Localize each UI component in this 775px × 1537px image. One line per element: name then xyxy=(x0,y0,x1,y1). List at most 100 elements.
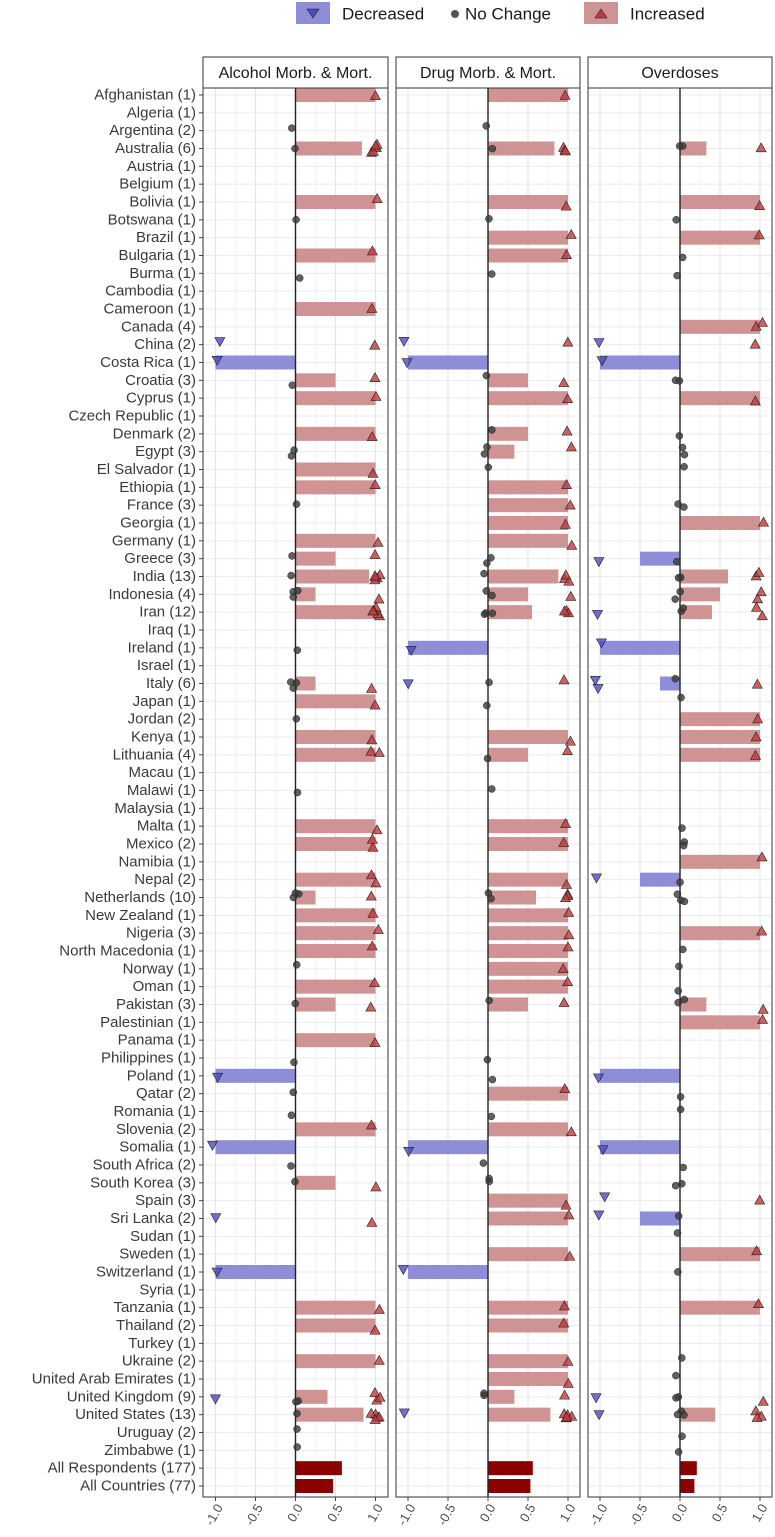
increased-point xyxy=(558,605,570,616)
increased-bar xyxy=(680,1407,716,1422)
increased-point xyxy=(565,1126,577,1137)
no-change-point xyxy=(288,552,296,560)
decreased-point xyxy=(589,676,601,686)
decreased-bar xyxy=(408,1265,488,1279)
row-label: Sri Lanka (2) xyxy=(110,1210,196,1227)
no-change-point xyxy=(675,432,684,440)
row-label: Syria (1) xyxy=(139,1281,196,1298)
increased-point xyxy=(561,1411,573,1422)
row-label: North Macedonia (1) xyxy=(59,943,196,960)
row-label: Malaysia (1) xyxy=(114,800,196,817)
increased-point xyxy=(370,1181,382,1192)
row-label: Uruguay (2) xyxy=(117,1424,196,1441)
increased-point xyxy=(366,940,378,951)
increased-bar xyxy=(488,587,528,602)
increased-point xyxy=(563,575,575,586)
no-change-point xyxy=(678,824,686,832)
no-change-point xyxy=(485,215,493,223)
increased-point xyxy=(372,536,384,547)
x-tick-label: -1.0 xyxy=(586,1501,610,1528)
increased-point xyxy=(369,1324,381,1335)
increased-point xyxy=(752,713,764,724)
increased-point xyxy=(369,89,381,100)
decreased-bar xyxy=(600,1140,680,1155)
increased-point xyxy=(365,869,377,880)
row-label: Germany (1) xyxy=(112,532,196,549)
no-change-point xyxy=(479,1159,488,1167)
decreased-point xyxy=(596,356,608,367)
no-change-point xyxy=(480,569,488,578)
no-change-point xyxy=(677,693,685,702)
x-tick-label: -0.5 xyxy=(434,1501,458,1528)
increased-point xyxy=(562,1355,574,1366)
no-change-point xyxy=(295,274,304,282)
no-change-point xyxy=(487,1112,496,1121)
decreased-point xyxy=(212,1072,224,1083)
decreased-bar xyxy=(215,1140,296,1155)
increased-bar xyxy=(680,230,760,245)
no-change-point xyxy=(680,1411,688,1419)
increased-point xyxy=(369,1386,381,1397)
increased-point xyxy=(374,1391,386,1402)
summary-bar xyxy=(295,1479,334,1493)
row-label: Italy (6) xyxy=(146,675,196,692)
increased-bar xyxy=(295,141,362,156)
increased-bar xyxy=(680,747,760,762)
decreased-point xyxy=(593,1410,605,1421)
decreased-point xyxy=(591,610,604,621)
no-change-point xyxy=(294,586,302,595)
increased-point xyxy=(365,1001,377,1012)
x-tick-label: -0.5 xyxy=(242,1501,266,1528)
row-label: Switzerland (1) xyxy=(96,1264,196,1281)
increased-bar xyxy=(488,1086,568,1101)
increased-bar xyxy=(488,944,568,958)
no-change-point xyxy=(678,142,687,150)
increased-bar xyxy=(488,730,568,744)
decreased-point xyxy=(398,1408,410,1419)
increased-bar xyxy=(488,391,568,406)
row-label: Argentina (2) xyxy=(109,122,196,139)
no-change-point xyxy=(484,889,493,897)
decreased-point xyxy=(593,338,605,349)
no-change-point xyxy=(487,785,496,793)
row-label: Sudan (1) xyxy=(130,1228,196,1245)
increased-bar xyxy=(295,837,376,851)
increased-point xyxy=(559,518,571,529)
increased-point xyxy=(366,734,378,745)
row-label: Australia (6) xyxy=(115,140,196,157)
increased-bar xyxy=(295,694,376,709)
increased-point xyxy=(561,745,573,755)
increased-bar xyxy=(488,1389,515,1404)
no-change-point xyxy=(483,1055,492,1064)
decreased-point xyxy=(599,1192,611,1203)
increased-bar xyxy=(295,872,376,887)
increased-point xyxy=(755,586,767,597)
increased-bar xyxy=(295,195,376,209)
row-label: Czech Republic (1) xyxy=(68,408,196,425)
x-tick-label: 0.5 xyxy=(708,1501,730,1524)
no-change-point xyxy=(671,595,679,603)
no-change-point xyxy=(674,998,682,1007)
increased-point xyxy=(756,925,768,936)
legend-no-change-label: No Change xyxy=(465,5,551,24)
legend-decreased-triangle-down-icon xyxy=(306,8,320,19)
no-change-point xyxy=(673,1410,682,1419)
increased-point xyxy=(371,192,383,203)
no-change-point xyxy=(293,788,302,797)
row-label: Brazil (1) xyxy=(136,229,196,246)
facet-panels: Alcohol Morb. & Mort.-1.0 -0.5 0.0 0.5 1.0Dr… xyxy=(202,56,773,1528)
row-label: Thailand (2) xyxy=(116,1317,196,1334)
facet-panel-3: Overdoses -1.0 -0.5 0.0 0.5 1.0 xyxy=(586,56,773,1528)
row-label: South Africa (2) xyxy=(93,1157,196,1174)
increased-point xyxy=(369,479,381,489)
increased-bar xyxy=(295,926,376,941)
increased-point xyxy=(751,678,763,689)
increased-bar xyxy=(680,569,728,584)
increased-bar xyxy=(295,1407,364,1422)
no-change-point xyxy=(675,377,684,385)
decreased-point xyxy=(402,679,414,690)
no-change-point xyxy=(678,443,687,452)
row-label: Bolivia (1) xyxy=(129,194,196,211)
increased-bar xyxy=(680,587,720,602)
